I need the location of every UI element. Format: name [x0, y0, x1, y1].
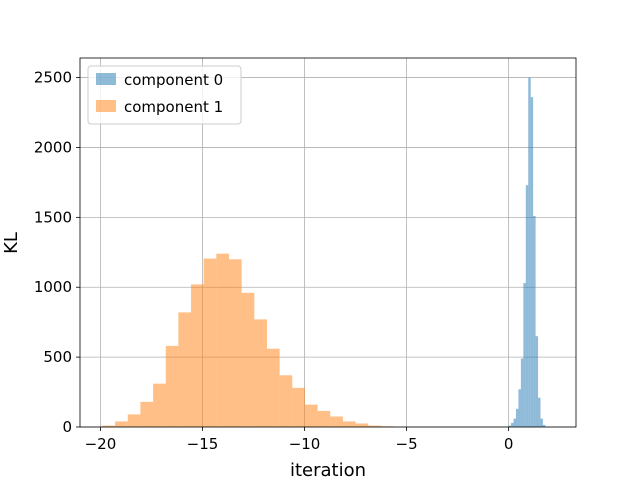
- histogram-bar: [342, 421, 356, 427]
- x-tick-label: −10: [289, 435, 321, 453]
- x-tick-label: −5: [396, 435, 418, 453]
- histogram-bar: [216, 253, 230, 427]
- histogram-bar: [115, 421, 128, 427]
- y-tick-label: 2500: [34, 69, 72, 87]
- histogram-bar: [317, 410, 331, 427]
- histogram-bar: [523, 283, 526, 427]
- histogram-bar: [368, 425, 381, 427]
- histogram-bar: [178, 312, 192, 427]
- axis-ticks: −20 −15 −10 −5 0 0 500 1000 1500 2000 2500: [34, 69, 514, 453]
- histogram-bar: [355, 423, 369, 427]
- histogram-bar: [525, 185, 529, 427]
- x-tick-label: 0: [504, 435, 514, 453]
- histogram-bar: [241, 292, 255, 427]
- x-tick-label: −20: [85, 435, 117, 453]
- histogram-bar: [533, 215, 536, 427]
- y-tick-label: 2000: [34, 138, 72, 156]
- histogram-bar: [513, 418, 516, 427]
- histogram-bar: [254, 319, 267, 427]
- histogram-bar: [330, 416, 343, 427]
- histogram-bar: [542, 424, 546, 427]
- series-component-1: [102, 253, 394, 427]
- histogram-bar: [518, 389, 521, 427]
- y-tick-label: 1500: [34, 208, 72, 226]
- histogram-bar: [535, 336, 539, 427]
- legend-label-component-0: component 0: [124, 71, 223, 89]
- y-axis-label: KL: [1, 232, 22, 254]
- histogram-bar: [279, 375, 293, 427]
- histogram-bar: [292, 387, 305, 427]
- histogram-bar: [540, 418, 543, 427]
- histogram-bar: [203, 258, 217, 427]
- histogram-bar: [508, 425, 512, 427]
- series-component-0: [508, 77, 546, 428]
- y-tick-label: 500: [43, 348, 72, 366]
- histogram-bar: [102, 425, 116, 427]
- histogram-bar: [153, 383, 166, 427]
- legend-box: [87, 65, 242, 125]
- histogram-bar: [520, 358, 524, 427]
- histogram-bar: [266, 348, 280, 427]
- axes-frame: [79, 57, 577, 428]
- histogram-bars: [102, 77, 546, 428]
- x-axis-label: iteration: [290, 460, 366, 480]
- histogram-bar: [538, 397, 541, 427]
- legend: component 0 component 1: [87, 65, 242, 125]
- x-tick-label: −15: [187, 435, 219, 453]
- histogram-bar: [304, 404, 318, 427]
- histogram-bar: [229, 259, 242, 427]
- histogram-bar: [127, 414, 141, 427]
- histogram-bar: [530, 97, 534, 428]
- histogram-bar: [511, 422, 514, 427]
- legend-label-component-1: component 1: [124, 98, 223, 116]
- y-tick-label: 1000: [34, 278, 72, 296]
- legend-swatch-component-0: [96, 73, 116, 85]
- histogram-bar: [140, 401, 154, 427]
- histogram-bar: [191, 284, 204, 427]
- histogram-bar: [515, 408, 519, 427]
- histogram-bar: [528, 77, 531, 428]
- legend-swatch-component-1: [96, 100, 116, 112]
- y-tick-label: 0: [62, 418, 72, 436]
- histogram-bar: [165, 345, 179, 427]
